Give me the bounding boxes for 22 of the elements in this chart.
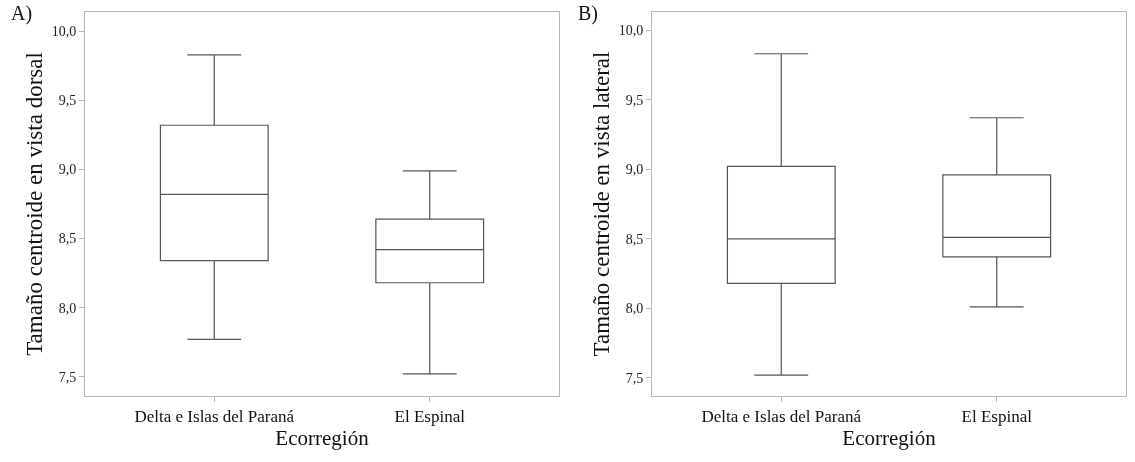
x-tick-label: Delta e Islas del Paraná: [701, 407, 862, 427]
y-axis-title: Tamaño centroide en vista lateral: [589, 51, 615, 357]
y-tick-label: 9,0: [625, 162, 644, 178]
y-tick-label: 10,0: [618, 22, 644, 38]
y-tick-label: 10,0: [51, 24, 77, 40]
y-axis-title: Tamaño centroide en vista dorsal: [22, 52, 48, 356]
y-tick-label: 7,5: [58, 369, 77, 385]
y-tick-label: 9,0: [58, 162, 77, 178]
x-tick-label: El Espinal: [961, 407, 1033, 427]
text: B): [578, 2, 598, 25]
y-tick-label: 9,5: [625, 92, 644, 108]
y-tick-label: 8,5: [625, 231, 644, 247]
y-tick-label: 8,0: [58, 300, 77, 316]
y-tick-label: 8,0: [625, 301, 644, 317]
x-axis-title: Ecorregión: [842, 426, 937, 451]
x-tick-label: El Espinal: [394, 407, 466, 427]
y-tick-label: 7,5: [625, 370, 644, 386]
y-tick-label: 9,5: [58, 93, 77, 109]
x-axis-title: Ecorregión: [275, 426, 370, 451]
y-tick-label: 8,5: [58, 231, 77, 247]
x-tick-label: Delta e Islas del Paraná: [134, 407, 295, 427]
text: A): [11, 2, 33, 25]
